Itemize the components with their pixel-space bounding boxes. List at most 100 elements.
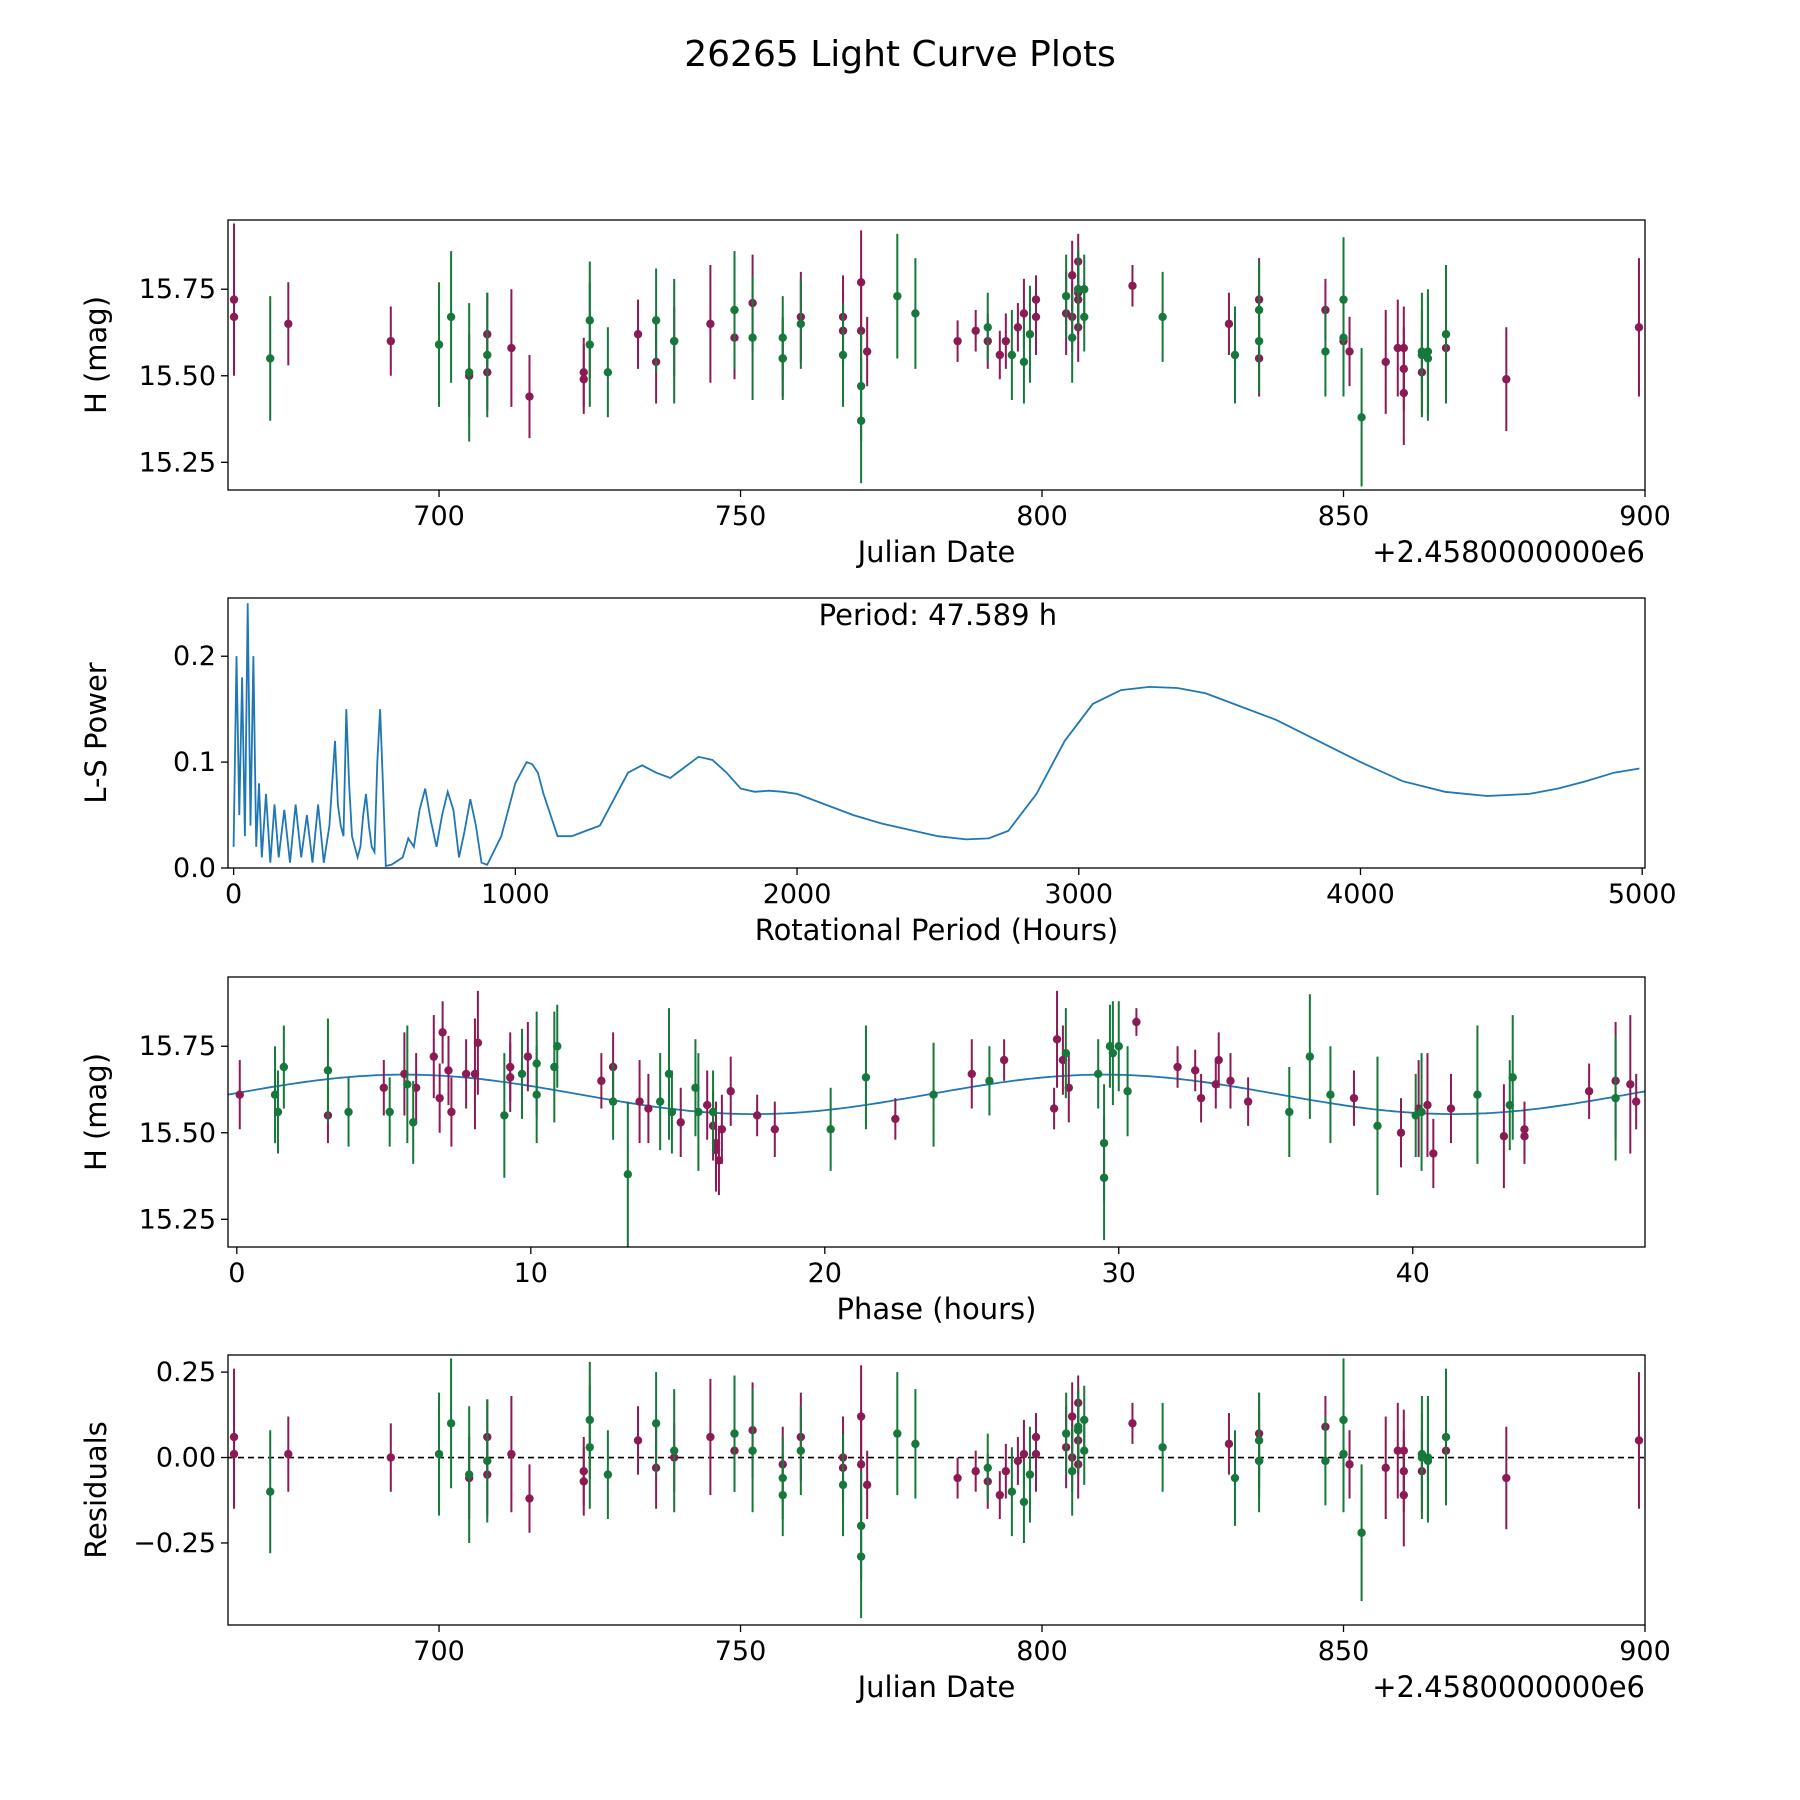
green-data-point: [1254, 1456, 1264, 1466]
y-tick-label: 15.50: [139, 361, 216, 392]
y-tick-label: 15.75: [139, 274, 216, 305]
magenta-data-point: [229, 1449, 239, 1459]
y-tick-label: 15.50: [139, 1118, 216, 1149]
x-axis-label: Phase (hours): [837, 1292, 1037, 1326]
x-tick-label: 700: [413, 1636, 465, 1667]
magenta-data-point: [461, 1069, 471, 1079]
green-data-point: [856, 1552, 866, 1561]
green-data-point: [344, 1107, 353, 1117]
green-data-point: [730, 305, 739, 315]
green-data-point: [403, 1080, 412, 1089]
magenta-data-point: [235, 1090, 244, 1099]
magenta-data-point: [706, 319, 715, 329]
green-data-point: [1007, 1487, 1017, 1496]
magenta-data-point: [379, 1083, 389, 1092]
x-tick-label: 750: [715, 1636, 767, 1667]
green-data-point: [730, 1429, 739, 1438]
magenta-data-point: [1013, 323, 1023, 332]
x-tick-label: 40: [1396, 1258, 1430, 1289]
axes-frame: [227, 1354, 1646, 1626]
magenta-data-point: [995, 1490, 1005, 1500]
magenta-data-point: [507, 1449, 516, 1459]
magenta-data-point: [579, 375, 588, 384]
magenta-data-point: [862, 1480, 872, 1490]
magenta-data-point: [1031, 295, 1041, 304]
green-data-point: [1423, 1456, 1433, 1466]
magenta-data-point: [1049, 1104, 1059, 1113]
magenta-data-point: [726, 1087, 735, 1096]
green-data-point: [1025, 1470, 1035, 1479]
periodogram-line: [232, 603, 1640, 867]
x-tick-label: 750: [715, 501, 767, 532]
green-data-point: [1611, 1093, 1620, 1103]
green-data-point: [796, 1446, 806, 1455]
green-data-point: [585, 340, 594, 349]
green-data-point: [651, 1419, 661, 1428]
green-data-point: [273, 1107, 283, 1117]
green-data-point: [1007, 350, 1017, 360]
magenta-data-point: [891, 1114, 900, 1124]
x-axis-label: Rotational Period (Hours): [755, 913, 1119, 947]
green-data-point: [1417, 1107, 1426, 1117]
magenta-data-point: [438, 1028, 447, 1037]
magenta-data-point: [1345, 1460, 1354, 1469]
green-data-point: [585, 1443, 594, 1452]
magenta-data-point: [507, 343, 516, 353]
green-data-point: [517, 1069, 527, 1079]
green-data-point: [856, 416, 866, 425]
green-data-point: [1373, 1121, 1382, 1131]
green-data-point: [1093, 1069, 1103, 1079]
green-data-point: [603, 368, 613, 377]
y-tick-label: 0.25: [156, 1357, 216, 1388]
green-data-point: [708, 1107, 718, 1117]
x-tick-label: 3000: [1044, 879, 1113, 910]
magenta-data-point: [1067, 271, 1077, 280]
green-data-point: [778, 354, 787, 363]
magenta-data-point: [1584, 1087, 1594, 1096]
green-data-point: [983, 1463, 992, 1472]
x-tick-label: 0: [228, 1258, 245, 1289]
magenta-data-point: [999, 1055, 1009, 1065]
x-tick-label: 20: [808, 1258, 842, 1289]
axes-frame: [227, 597, 1646, 869]
green-data-point: [1158, 1443, 1167, 1452]
green-data-point: [655, 1097, 665, 1106]
y-tick-label: −0.25: [133, 1528, 216, 1559]
magenta-data-point: [525, 392, 534, 401]
y-axis-label: L-S Power: [79, 662, 113, 803]
green-data-point: [1326, 1090, 1335, 1099]
magenta-data-point: [706, 1432, 715, 1442]
magenta-data-point: [717, 1125, 727, 1134]
axes-frame: [227, 219, 1646, 491]
x-tick-label: 10: [514, 1258, 548, 1289]
y-tick-label: 15.25: [139, 447, 216, 478]
green-data-point: [826, 1125, 835, 1134]
plot-area: [228, 990, 1645, 1247]
magenta-data-point: [1502, 1473, 1511, 1483]
magenta-data-point: [1019, 309, 1029, 318]
magenta-data-point: [579, 1467, 588, 1476]
green-data-point: [1108, 1048, 1118, 1058]
y-tick-label: 15.25: [139, 1204, 216, 1235]
green-data-point: [911, 1439, 920, 1449]
magenta-data-point: [284, 1449, 293, 1459]
green-data-point: [1321, 347, 1330, 356]
period-annotation: Period: 47.589 h: [819, 598, 1058, 632]
green-data-point: [1025, 330, 1035, 339]
magenta-data-point: [1423, 1100, 1432, 1110]
magenta-data-point: [1173, 1062, 1182, 1072]
green-data-point: [1061, 291, 1071, 301]
figure-title: 26265 Light Curve Plots: [684, 34, 1116, 75]
y-tick-label: 0.00: [156, 1443, 216, 1474]
magenta-data-point: [856, 1460, 866, 1469]
magenta-data-point: [995, 350, 1005, 360]
green-data-point: [323, 1066, 333, 1075]
x-tick-label: 0: [225, 879, 242, 910]
magenta-data-point: [447, 1107, 456, 1117]
green-data-point: [667, 1107, 677, 1117]
green-data-point: [1019, 1497, 1029, 1507]
magenta-data-point: [1132, 1017, 1141, 1027]
green-data-point: [670, 336, 679, 346]
x-tick-label: 30: [1102, 1258, 1136, 1289]
magenta-data-point: [633, 1436, 643, 1445]
